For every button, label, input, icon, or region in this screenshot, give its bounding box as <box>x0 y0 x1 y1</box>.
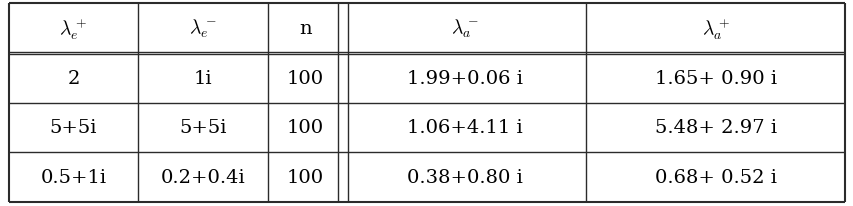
Text: 5+5i: 5+5i <box>179 119 227 137</box>
Text: 1.65+ 0.90 i: 1.65+ 0.90 i <box>654 69 776 87</box>
Text: 2: 2 <box>67 69 79 87</box>
Text: 0.68+ 0.52 i: 0.68+ 0.52 i <box>654 168 776 186</box>
Text: 1i: 1i <box>194 69 212 87</box>
Text: 1.99+0.06 i: 1.99+0.06 i <box>406 69 522 87</box>
Text: 100: 100 <box>287 69 324 87</box>
Text: 1.06+4.11 i: 1.06+4.11 i <box>406 119 522 137</box>
Text: $\lambda_e^-$: $\lambda_e^-$ <box>189 18 217 40</box>
Text: $\lambda_e^+$: $\lambda_e^+$ <box>60 16 87 42</box>
Text: 100: 100 <box>287 119 324 137</box>
Text: $\lambda_a^-$: $\lambda_a^-$ <box>450 18 478 40</box>
Text: 0.5+1i: 0.5+1i <box>40 168 107 186</box>
Text: $\lambda_a^+$: $\lambda_a^+$ <box>701 16 728 42</box>
Text: 100: 100 <box>287 168 324 186</box>
Text: 0.2+0.4i: 0.2+0.4i <box>160 168 245 186</box>
Text: n: n <box>299 20 311 38</box>
Text: 0.38+0.80 i: 0.38+0.80 i <box>406 168 522 186</box>
Text: 5.48+ 2.97 i: 5.48+ 2.97 i <box>654 119 776 137</box>
Text: 5+5i: 5+5i <box>49 119 97 137</box>
